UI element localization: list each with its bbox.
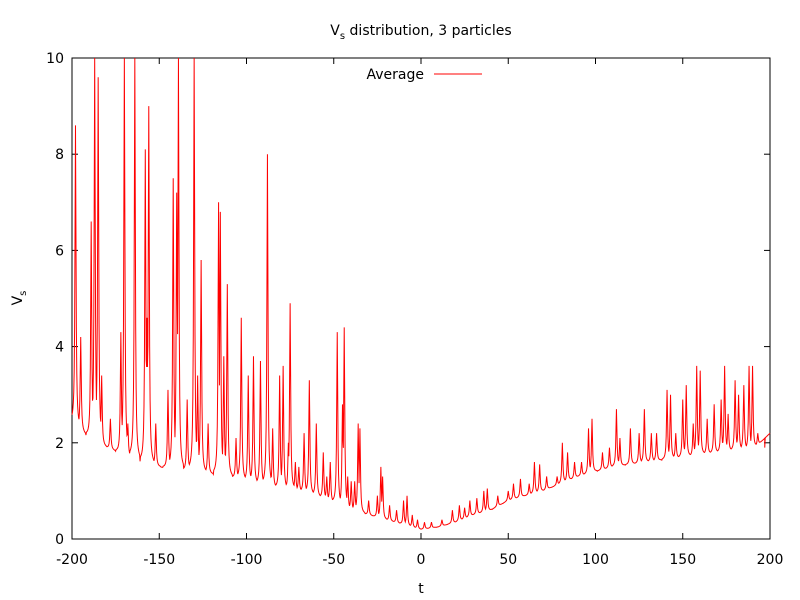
y-tick-label: 10 bbox=[46, 51, 64, 67]
y-axis-label: Vs bbox=[10, 291, 29, 306]
x-tick-label: 100 bbox=[582, 552, 609, 568]
x-tick-label: -200 bbox=[56, 552, 88, 568]
series-line-average bbox=[71, 57, 771, 530]
legend: Average bbox=[367, 67, 482, 83]
x-axis-label: t bbox=[418, 581, 424, 597]
x-tick-label: -50 bbox=[322, 552, 345, 568]
axis-tick-labels: -200 -150 -100 -50 0 50 100 150 200 0 2 4 6 8 10 bbox=[46, 51, 783, 568]
y-tick-label: 6 bbox=[55, 243, 64, 259]
x-tick-label: 200 bbox=[757, 552, 784, 568]
y-tick-label: 4 bbox=[55, 340, 64, 356]
y-tick-label: 0 bbox=[55, 532, 64, 548]
x-tick-label: -150 bbox=[143, 552, 175, 568]
x-tick-label: 50 bbox=[499, 552, 517, 568]
chart-title: Vs distribution, 3 particles bbox=[330, 23, 511, 42]
axis-ticks bbox=[71, 57, 771, 540]
y-tick-label: 8 bbox=[55, 147, 64, 163]
x-tick-label: 0 bbox=[417, 552, 426, 568]
x-tick-label: 150 bbox=[669, 552, 696, 568]
legend-label-average: Average bbox=[367, 67, 425, 83]
y-tick-label: 2 bbox=[55, 436, 64, 452]
x-tick-label: -100 bbox=[231, 552, 263, 568]
